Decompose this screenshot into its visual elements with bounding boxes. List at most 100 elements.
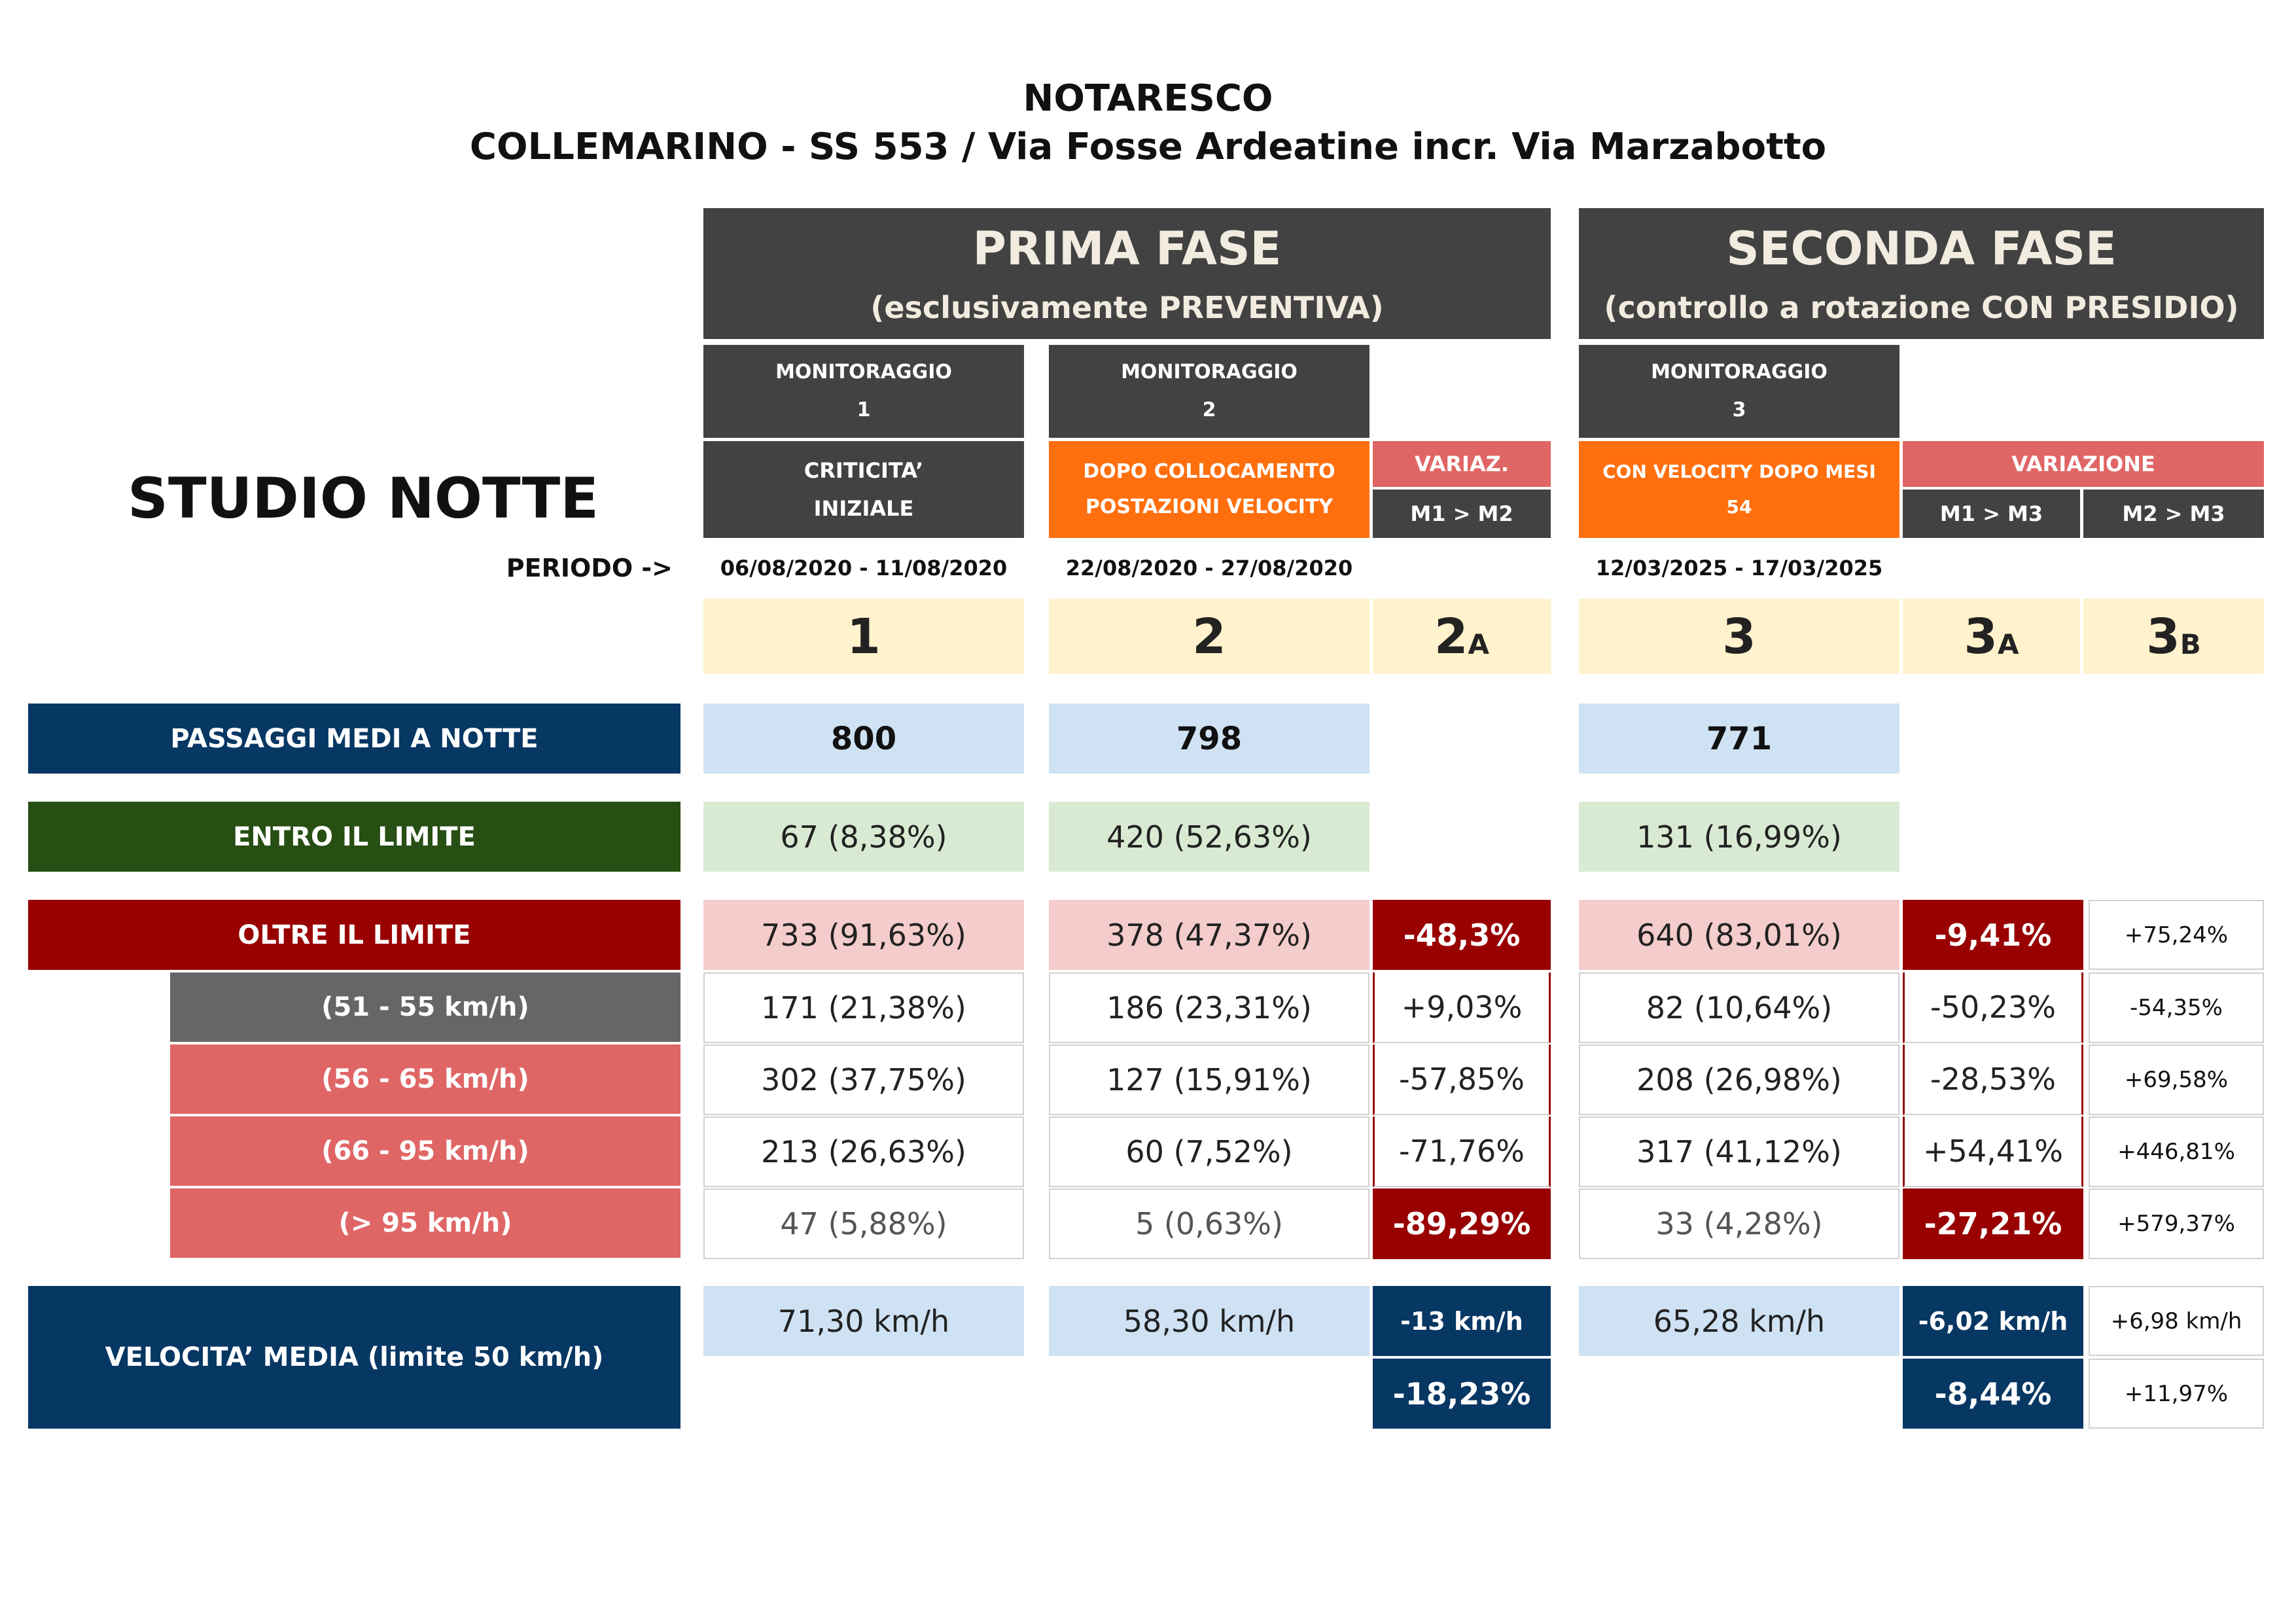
- mon2-number: 2: [1202, 399, 1216, 421]
- phase1-title: PRIMA FASE: [972, 222, 1282, 276]
- r95-var2: -89,29%: [1373, 1188, 1551, 1259]
- r51-m2: 186 (23,31%): [1049, 972, 1369, 1043]
- col-2a-letter: A: [1468, 628, 1489, 660]
- col-2a-num: 2: [1434, 608, 1468, 665]
- r95-m3: 33 (4,28%): [1579, 1188, 1899, 1259]
- mon2-period: 22/08/2020 - 27/08/2020: [1065, 556, 1353, 580]
- col-number-2: 2: [1049, 599, 1369, 674]
- r66-var3b: +446,81%: [2089, 1116, 2264, 1187]
- mon1-desc-line2: INIZIALE: [813, 496, 914, 521]
- mon3-description: CON VELOCITY DOPO MESI 54: [1579, 441, 1899, 538]
- page-subtitle: COLLEMARINO - SS 553 / Via Fosse Ardeati…: [469, 126, 1827, 168]
- var3-label: VARIAZIONE: [1903, 441, 2264, 487]
- phase2-title: SECONDA FASE: [1726, 222, 2117, 276]
- oltre-m1: 733 (91,63%): [703, 900, 1024, 970]
- col-number-3: 3: [1579, 599, 1899, 674]
- passaggi-m1: 800: [703, 704, 1024, 774]
- r95-m1: 47 (5,88%): [703, 1188, 1024, 1259]
- var2-sub: M1 > M2: [1373, 490, 1551, 538]
- r51-var3a: -50,23%: [1903, 972, 2083, 1043]
- mon2-header: MONITORAGGIO 2: [1049, 345, 1369, 438]
- velocita-var2-pct: -18,23%: [1373, 1359, 1551, 1429]
- velocita-var2-kmh: -13 km/h: [1373, 1286, 1551, 1356]
- velocita-var3b-pct: +11,97%: [2089, 1359, 2264, 1429]
- mon2-label: MONITORAGGIO: [1121, 361, 1298, 383]
- mon3-desc-line1: CON VELOCITY DOPO MESI: [1602, 461, 1876, 482]
- col-number-1: 1: [703, 599, 1024, 674]
- r66-var2: -71,76%: [1373, 1116, 1551, 1187]
- passaggi-m2: 798: [1049, 704, 1369, 774]
- mon2-desc-line1: DOPO COLLOCAMENTO: [1083, 460, 1335, 483]
- velocita-m2: 58,30 km/h: [1049, 1286, 1369, 1356]
- r56-var2: -57,85%: [1373, 1044, 1551, 1115]
- mon1-label: MONITORAGGIO: [775, 361, 952, 383]
- phase1-subtitle: (esclusivamente PREVENTIVA): [870, 290, 1384, 325]
- oltre-var3b: +75,24%: [2089, 900, 2264, 970]
- entro-m2: 420 (52,63%): [1049, 802, 1369, 872]
- r95-var3b: +579,37%: [2089, 1188, 2264, 1259]
- mon1-desc-line1: CRITICITA’: [804, 458, 924, 483]
- velocita-var3b-kmh: +6,98 km/h: [2089, 1286, 2264, 1356]
- passaggi-m3: 771: [1579, 704, 1899, 774]
- r51-var2: +9,03%: [1373, 972, 1551, 1043]
- row-label-56-65: (56 - 65 km/h): [170, 1044, 680, 1114]
- mon1-number: 1: [857, 399, 871, 421]
- velocita-m3: 65,28 km/h: [1579, 1286, 1899, 1356]
- mon2-desc-line2: POSTAZIONI VELOCITY: [1085, 495, 1333, 518]
- r56-var3b: +69,58%: [2089, 1044, 2264, 1115]
- periodo-label: PERIODO ->: [506, 554, 673, 582]
- col-3b-num: 3: [2146, 608, 2180, 665]
- col-3b-letter: B: [2180, 628, 2201, 660]
- phase2-subtitle: (controllo a rotazione CON PRESIDIO): [1604, 290, 2239, 325]
- r66-m1: 213 (26,63%): [703, 1116, 1024, 1187]
- r56-m2: 127 (15,91%): [1049, 1044, 1369, 1115]
- r56-m3: 208 (26,98%): [1579, 1044, 1899, 1115]
- row-label-entro: ENTRO IL LIMITE: [28, 802, 680, 872]
- mon3-desc-line2: 54: [1726, 496, 1752, 518]
- mon1-period: 06/08/2020 - 11/08/2020: [720, 556, 1008, 580]
- r66-m2: 60 (7,52%): [1049, 1116, 1369, 1187]
- oltre-m2: 378 (47,37%): [1049, 900, 1369, 970]
- page-title: NOTARESCO: [1023, 77, 1273, 120]
- row-label-over-95: (> 95 km/h): [170, 1188, 680, 1258]
- mon3-label: MONITORAGGIO: [1651, 361, 1828, 383]
- r66-m3: 317 (41,12%): [1579, 1116, 1899, 1187]
- mon3-number: 3: [1732, 399, 1746, 421]
- col-3a-letter: A: [1997, 628, 2019, 660]
- r66-var3a: +54,41%: [1903, 1116, 2083, 1187]
- var3-sub-b: M2 > M3: [2083, 490, 2264, 538]
- entro-m3: 131 (16,99%): [1579, 802, 1899, 872]
- mon2-description: DOPO COLLOCAMENTO POSTAZIONI VELOCITY: [1049, 441, 1369, 538]
- mon1-header: MONITORAGGIO 1: [703, 345, 1024, 438]
- r95-m2: 5 (0,63%): [1049, 1188, 1369, 1259]
- mon3-header: MONITORAGGIO 3: [1579, 345, 1899, 438]
- row-label-oltre: OLTRE IL LIMITE: [28, 900, 680, 970]
- r95-var3a: -27,21%: [1903, 1188, 2083, 1259]
- row-label-passaggi: PASSAGGI MEDI A NOTTE: [28, 704, 680, 774]
- phase2-header: SECONDA FASE (controllo a rotazione CON …: [1579, 208, 2264, 339]
- velocita-m1: 71,30 km/h: [703, 1286, 1024, 1356]
- velocita-var3a-kmh: -6,02 km/h: [1903, 1286, 2083, 1356]
- var2-label: VARIAZ.: [1373, 441, 1551, 487]
- r51-m3: 82 (10,64%): [1579, 972, 1899, 1043]
- r56-m1: 302 (37,75%): [703, 1044, 1024, 1115]
- row-label-velocita: VELOCITA’ MEDIA (limite 50 km/h): [28, 1286, 680, 1429]
- studio-title: STUDIO NOTTE: [128, 466, 599, 531]
- entro-m1: 67 (8,38%): [703, 802, 1024, 872]
- mon3-period: 12/03/2025 - 17/03/2025: [1595, 556, 1883, 580]
- phase1-header: PRIMA FASE (esclusivamente PREVENTIVA): [703, 208, 1551, 339]
- r56-var3a: -28,53%: [1903, 1044, 2083, 1115]
- var3-sub-a: M1 > M3: [1903, 490, 2080, 538]
- oltre-var3a: -9,41%: [1903, 900, 2083, 970]
- velocita-var3a-pct: -8,44%: [1903, 1359, 2083, 1429]
- mon1-description: CRITICITA’ INIZIALE: [703, 441, 1024, 538]
- oltre-m3: 640 (83,01%): [1579, 900, 1899, 970]
- r51-var3b: -54,35%: [2089, 972, 2264, 1043]
- r51-m1: 171 (21,38%): [703, 972, 1024, 1043]
- col-3a-num: 3: [1964, 608, 1998, 665]
- row-label-66-95: (66 - 95 km/h): [170, 1116, 680, 1186]
- row-label-51-55: (51 - 55 km/h): [170, 972, 680, 1042]
